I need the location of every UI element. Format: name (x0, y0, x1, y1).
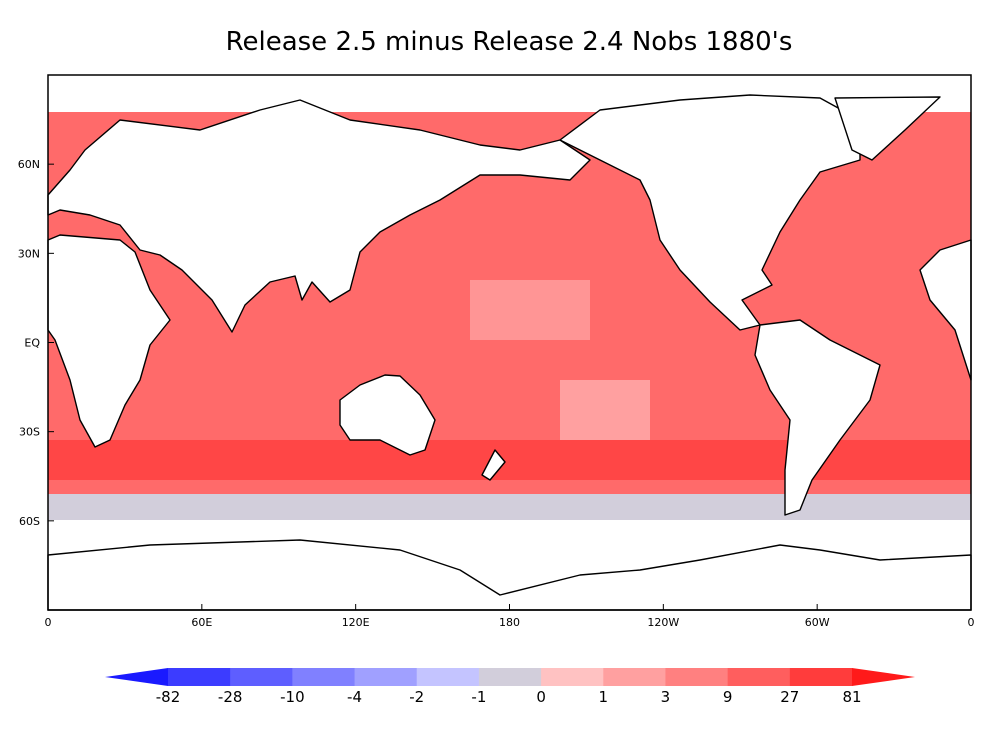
x-tick-label: 0 (45, 616, 52, 629)
colorbar-box (416, 668, 480, 686)
map-title: Release 2.5 minus Release 2.4 Nobs 1880'… (226, 27, 793, 57)
colorbar-box (354, 668, 418, 686)
colorbar-label: -2 (409, 688, 424, 706)
colorbar-low-arrow (105, 668, 168, 686)
colorbar-label: -10 (280, 688, 305, 706)
colorbar-box (478, 668, 542, 686)
colorbar-label: 3 (661, 688, 671, 706)
colorbar-box (230, 668, 293, 686)
ocean-shading-light (470, 280, 590, 340)
colorbar-label: 9 (723, 688, 733, 706)
colorbar-high-arrow (852, 668, 915, 686)
north-america (559, 94, 861, 331)
colorbar-box (789, 668, 853, 686)
x-tick-label: 120W (647, 616, 679, 629)
y-tick-label: 30N (18, 247, 40, 260)
colorbar-label: 27 (780, 688, 799, 706)
map-area (47, 74, 972, 611)
colorbar-label: 1 (598, 688, 608, 706)
x-tick-label: 0 (968, 616, 975, 629)
colorbar-label: -4 (347, 688, 362, 706)
eurasia (47, 99, 591, 333)
ocean-shading-light (560, 380, 650, 440)
ocean-shading-sparse (48, 494, 971, 520)
africa (47, 234, 171, 448)
greenland (834, 96, 941, 161)
x-tick-label: 180 (499, 616, 520, 629)
y-tick-label: 30S (19, 426, 40, 439)
new-zealand (481, 449, 506, 481)
colorbar-box (168, 668, 231, 686)
colorbar-label: 81 (842, 688, 861, 706)
y-tick-label: 60S (19, 515, 40, 528)
colorbar-label: -1 (471, 688, 486, 706)
australia (339, 374, 436, 456)
x-tick-label: 60W (805, 616, 830, 629)
colorbar-box (541, 668, 604, 686)
colorbar-label: -28 (218, 688, 243, 706)
colorbar-box (665, 668, 729, 686)
x-tick-label: 60E (191, 616, 212, 629)
colorbar-box (603, 668, 666, 686)
colorbar-box (292, 668, 356, 686)
south-america (754, 319, 881, 516)
y-tick-label: EQ (24, 337, 40, 350)
colorbar-box (727, 668, 791, 686)
colorbar-label: 0 (536, 688, 546, 706)
colorbar-label: -82 (156, 688, 181, 706)
x-tick-label: 120E (342, 616, 370, 629)
y-tick-label: 60N (18, 158, 40, 171)
